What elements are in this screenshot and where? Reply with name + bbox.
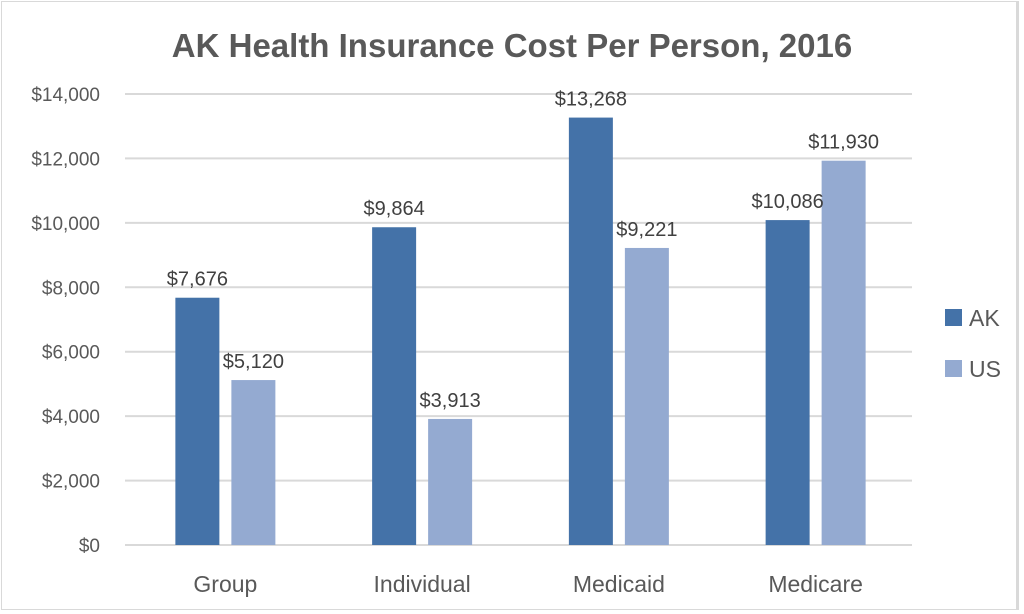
bar-ak-medicaid <box>568 117 613 545</box>
bar-us-medicare <box>821 160 866 545</box>
data-label: $11,930 <box>808 132 879 154</box>
data-label: $3,913 <box>420 390 481 412</box>
y-tick-label: $8,000 <box>42 278 100 299</box>
data-label: $7,676 <box>167 269 228 291</box>
y-axis-ticks: $0 $2,000 $4,000 $6,000 $8,000 $10,000 $12,000… <box>31 85 100 557</box>
legend-swatch-us <box>945 360 962 377</box>
legend-label: AK <box>969 305 1000 331</box>
x-category-label: Medicare <box>768 571 863 597</box>
data-label: $13,268 <box>555 89 627 111</box>
x-axis-categories: Group Individual Medicaid Medicare <box>193 571 863 597</box>
y-tick-label: $6,000 <box>42 343 100 364</box>
bar-us-individual <box>428 418 473 545</box>
chart-title: AK Health Insurance Cost Per Person, 201… <box>172 27 852 64</box>
data-label: $5,120 <box>223 351 284 373</box>
y-tick-label: $12,000 <box>31 149 100 170</box>
x-category-label: Medicaid <box>573 571 665 597</box>
x-category-label: Group <box>193 571 257 597</box>
bar-us-group <box>231 380 276 545</box>
bar-ak-group <box>175 297 220 545</box>
y-tick-label: $10,000 <box>31 214 100 235</box>
y-tick-label: $14,000 <box>31 85 100 106</box>
legend-swatch-ak <box>945 309 962 326</box>
bar-ak-individual <box>372 227 417 545</box>
bar-us-medicaid <box>624 247 669 545</box>
data-label: $9,221 <box>616 219 677 241</box>
data-label: $9,864 <box>364 198 425 220</box>
y-tick-label: $0 <box>79 536 100 557</box>
y-tick-label: $4,000 <box>42 407 100 428</box>
bar-ak-medicare <box>765 220 810 545</box>
legend-label: US <box>969 356 1001 382</box>
y-tick-label: $2,000 <box>42 472 100 493</box>
data-label: $10,086 <box>751 191 823 213</box>
bars <box>175 117 866 545</box>
data-labels: $7,676 $5,120 $9,864 $3,913 $13,268 $9,221 $10… <box>167 89 879 412</box>
legend: AK US <box>945 305 1001 382</box>
x-category-label: Individual <box>374 571 471 597</box>
